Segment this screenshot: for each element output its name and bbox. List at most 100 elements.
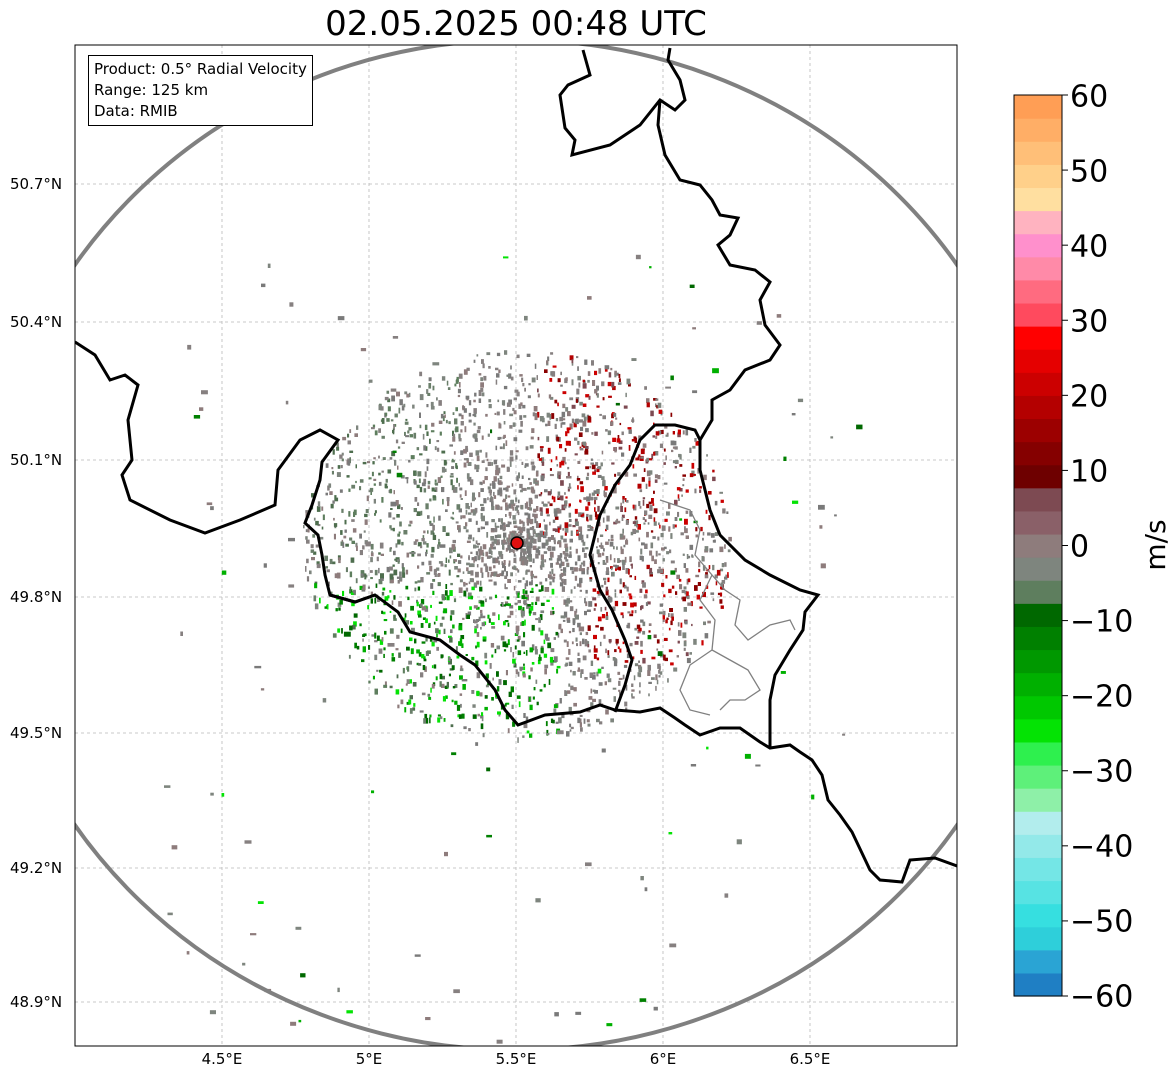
echo-pixel <box>594 690 598 694</box>
echo-pixel <box>679 518 683 521</box>
echo-pixel <box>566 476 572 479</box>
echo-pixel <box>622 674 625 680</box>
echo-pixel <box>449 637 453 643</box>
echo-pixel <box>596 468 600 473</box>
echo-pixel <box>552 578 555 583</box>
echo-pixel <box>677 429 681 435</box>
echo-pixel <box>578 512 582 517</box>
echo-pixel <box>582 513 585 517</box>
echo-pixel <box>724 576 728 580</box>
echo-pixel <box>528 383 531 386</box>
echo-pixel <box>349 537 353 541</box>
echo-pixel <box>529 539 532 544</box>
echo-pixel <box>413 508 417 513</box>
echo-pixel <box>451 699 454 703</box>
echo-pixel <box>503 443 505 450</box>
echo-pixel <box>544 668 547 675</box>
echo-pixel <box>397 561 400 564</box>
echo-pixel <box>512 422 516 427</box>
echo-pixel <box>565 440 570 446</box>
echo-pixel <box>624 498 627 502</box>
echo-pixel <box>416 484 420 489</box>
echo-pixel <box>341 628 343 634</box>
echo-pixel <box>616 520 621 524</box>
echo-pixel <box>579 499 581 502</box>
echo-pixel <box>475 551 478 556</box>
echo-pixel <box>419 424 422 429</box>
echo-pixel <box>510 572 513 577</box>
echo-pixel <box>355 464 357 469</box>
echo-pixel <box>564 543 568 548</box>
echo-pixel <box>485 566 489 573</box>
echo-pixel <box>641 477 645 482</box>
echo-pixel <box>288 537 295 542</box>
echo-pixel <box>497 478 500 485</box>
echo-pixel <box>336 572 341 579</box>
echo-pixel <box>441 450 446 454</box>
echo-pixel <box>565 431 568 437</box>
echo-pixel <box>529 445 534 449</box>
echo-pixel <box>336 446 340 451</box>
echo-pixel <box>408 660 412 665</box>
echo-pixel <box>480 613 483 619</box>
echo-pixel <box>472 434 474 438</box>
echo-pixel <box>613 487 617 494</box>
echo-pixel <box>670 560 675 564</box>
echo-pixel <box>395 543 398 548</box>
echo-pixel <box>666 551 670 555</box>
echo-pixel <box>547 501 550 504</box>
echo-pixel <box>556 668 559 674</box>
echo-pixel <box>307 527 310 533</box>
echo-pixel <box>657 402 662 408</box>
echo-pixel <box>326 569 330 573</box>
echo-pixel <box>577 622 581 628</box>
echo-pixel <box>641 556 644 562</box>
echo-pixel <box>428 696 432 700</box>
echo-pixel <box>381 591 385 596</box>
echo-pixel <box>557 730 564 735</box>
echo-pixel <box>405 683 408 686</box>
echo-pixel <box>414 587 417 592</box>
echo-pixel <box>446 380 449 386</box>
echo-pixel <box>673 524 677 528</box>
echo-pixel <box>681 589 686 594</box>
echo-pixel <box>631 689 635 692</box>
echo-pixel <box>374 569 378 576</box>
echo-pixel <box>549 474 554 477</box>
echo-pixel <box>596 393 599 398</box>
echo-pixel <box>409 551 416 555</box>
echo-pixel <box>557 491 561 496</box>
echo-pixel <box>707 620 711 624</box>
echo-pixel <box>570 566 574 571</box>
colorbar-segment <box>1014 857 1062 882</box>
echo-pixel <box>518 701 521 708</box>
echo-pixel <box>651 677 655 680</box>
echo-pixel <box>653 517 656 522</box>
echo-pixel <box>659 443 664 448</box>
echo-pixel <box>502 641 507 648</box>
echo-pixel <box>445 584 448 589</box>
echo-pixel <box>655 403 657 408</box>
echo-pixel <box>557 402 559 407</box>
echo-pixel <box>419 412 421 418</box>
echo-pixel <box>504 583 506 589</box>
echo-pixel <box>359 479 364 483</box>
echo-pixel <box>462 684 466 690</box>
echo-pixel <box>594 507 596 512</box>
echo-pixel <box>465 529 469 533</box>
echo-pixel <box>537 388 539 393</box>
echo-pixel <box>702 591 706 598</box>
echo-pixel <box>559 542 562 548</box>
echo-pixel <box>515 669 518 675</box>
echo-pixel <box>596 546 598 549</box>
echo-pixel <box>313 595 317 602</box>
echo-pixel <box>627 622 631 629</box>
echo-pixel <box>604 681 607 686</box>
echo-pixel <box>513 410 517 415</box>
echo-pixel <box>648 630 651 633</box>
echo-pixel <box>536 506 539 511</box>
echo-pixel <box>531 428 535 433</box>
echo-pixel <box>303 524 305 529</box>
echo-pixel <box>406 701 410 705</box>
echo-pixel <box>261 283 266 288</box>
